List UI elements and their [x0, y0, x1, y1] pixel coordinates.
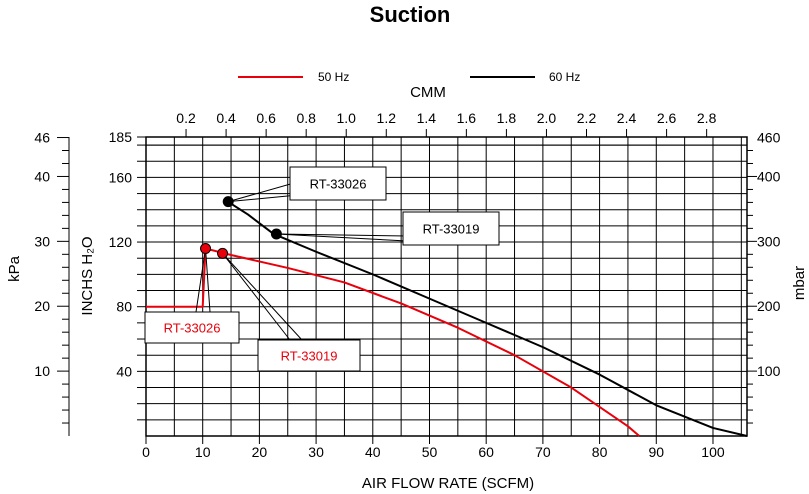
bottom-tick-label: 40 — [365, 444, 381, 460]
marker-50hz — [200, 243, 212, 255]
mbar-tick-label: 400 — [757, 168, 781, 184]
inches-tick-label: 160 — [109, 169, 133, 185]
y-axis-label-inches: INCHS H₂O — [79, 236, 96, 315]
grid — [146, 137, 747, 436]
y-axis-label-kpa: kPa — [6, 255, 23, 282]
top-tick-label: 0.4 — [216, 110, 236, 126]
callout-leader — [228, 182, 299, 203]
inches-tick-label: 185 — [109, 129, 133, 145]
bottom-tick-label: 90 — [648, 444, 664, 460]
mbar-tick-label: 100 — [757, 363, 781, 379]
kpa-tick-label: 40 — [34, 168, 50, 184]
bottom-tick-label: 70 — [535, 444, 551, 460]
plot-frame — [145, 136, 748, 437]
kpa-tick-label: 10 — [34, 363, 50, 379]
top-tick-label: 2.4 — [617, 110, 637, 126]
bottom-tick-label: 30 — [308, 444, 324, 460]
top-tick-label: 2.0 — [537, 110, 557, 126]
axis-ticks: 0 10 20 30 40 50 60 70 80 90 100 0.2 0.4 0.6 0.8 1.0 1.2… — [34, 110, 780, 460]
callout-label: RT-33019 — [281, 349, 338, 364]
series-lines — [146, 199, 748, 437]
legend-label-50hz: 50 Hz — [318, 70, 349, 84]
top-tick-label: 1.2 — [377, 110, 397, 126]
bottom-tick-label: 0 — [142, 444, 150, 460]
callout-leader — [276, 233, 408, 242]
callout-label: RT-33026 — [164, 321, 221, 336]
top-tick-label: 0.6 — [256, 110, 276, 126]
callout-leader — [222, 253, 303, 341]
marker-60hz — [222, 196, 234, 208]
top-tick-label: 1.6 — [457, 110, 477, 126]
top-tick-label: 0.8 — [296, 110, 316, 126]
inches-tick-label: 80 — [116, 299, 132, 315]
series-line-50hz — [146, 247, 640, 437]
callout-box — [144, 311, 240, 344]
callouts: RT-33026 RT-33019 RT-33026 RT-33019 — [144, 166, 500, 372]
top-tick-label: 1.4 — [417, 110, 437, 126]
callout-box — [257, 339, 361, 372]
callout-box — [402, 211, 500, 246]
top-tick-label: 2.8 — [697, 110, 717, 126]
plot-border — [145, 136, 748, 437]
marker-50hz — [217, 247, 229, 259]
top-tick-label: 2.6 — [657, 110, 677, 126]
marker-60hz — [270, 228, 282, 240]
y-axis-label-mbar: mbar — [791, 266, 808, 300]
top-tick-label: 0.2 — [176, 110, 196, 126]
series-markers — [200, 196, 282, 259]
kpa-tick-label: 20 — [34, 298, 50, 314]
legend: 50 Hz 60 Hz — [238, 70, 580, 84]
mbar-tick-label: 300 — [757, 233, 781, 249]
kpa-tick-label: 30 — [34, 233, 50, 249]
x-axis-label: AIR FLOW RATE (SCFM) — [362, 475, 534, 492]
inches-tick-label: 40 — [116, 363, 132, 379]
callout-label: RT-33026 — [310, 177, 367, 192]
callout-label: RT-33019 — [423, 222, 480, 237]
bottom-tick-label: 10 — [195, 444, 211, 460]
bottom-tick-label: 60 — [478, 444, 494, 460]
bottom-tick-label: 100 — [701, 444, 725, 460]
top-tick-label: 2.2 — [577, 110, 597, 126]
bottom-tick-label: 50 — [422, 444, 438, 460]
mbar-tick-label: 200 — [757, 298, 781, 314]
callout-leader — [195, 248, 211, 313]
top-tick-label: 1.0 — [336, 110, 356, 126]
chart-title: Suction — [370, 2, 451, 27]
inches-tick-label: 120 — [109, 234, 133, 250]
mbar-tick-label: 460 — [757, 130, 781, 146]
legend-label-60hz: 60 Hz — [549, 70, 580, 84]
callout-box — [289, 166, 387, 201]
series-line-60hz — [224, 199, 748, 437]
top-tick-label: 1.8 — [497, 110, 517, 126]
kpa-tick-label: 46 — [34, 130, 50, 146]
top-axis-label: CMM — [410, 84, 446, 101]
bottom-tick-label: 20 — [252, 444, 268, 460]
bottom-tick-label: 80 — [592, 444, 608, 460]
